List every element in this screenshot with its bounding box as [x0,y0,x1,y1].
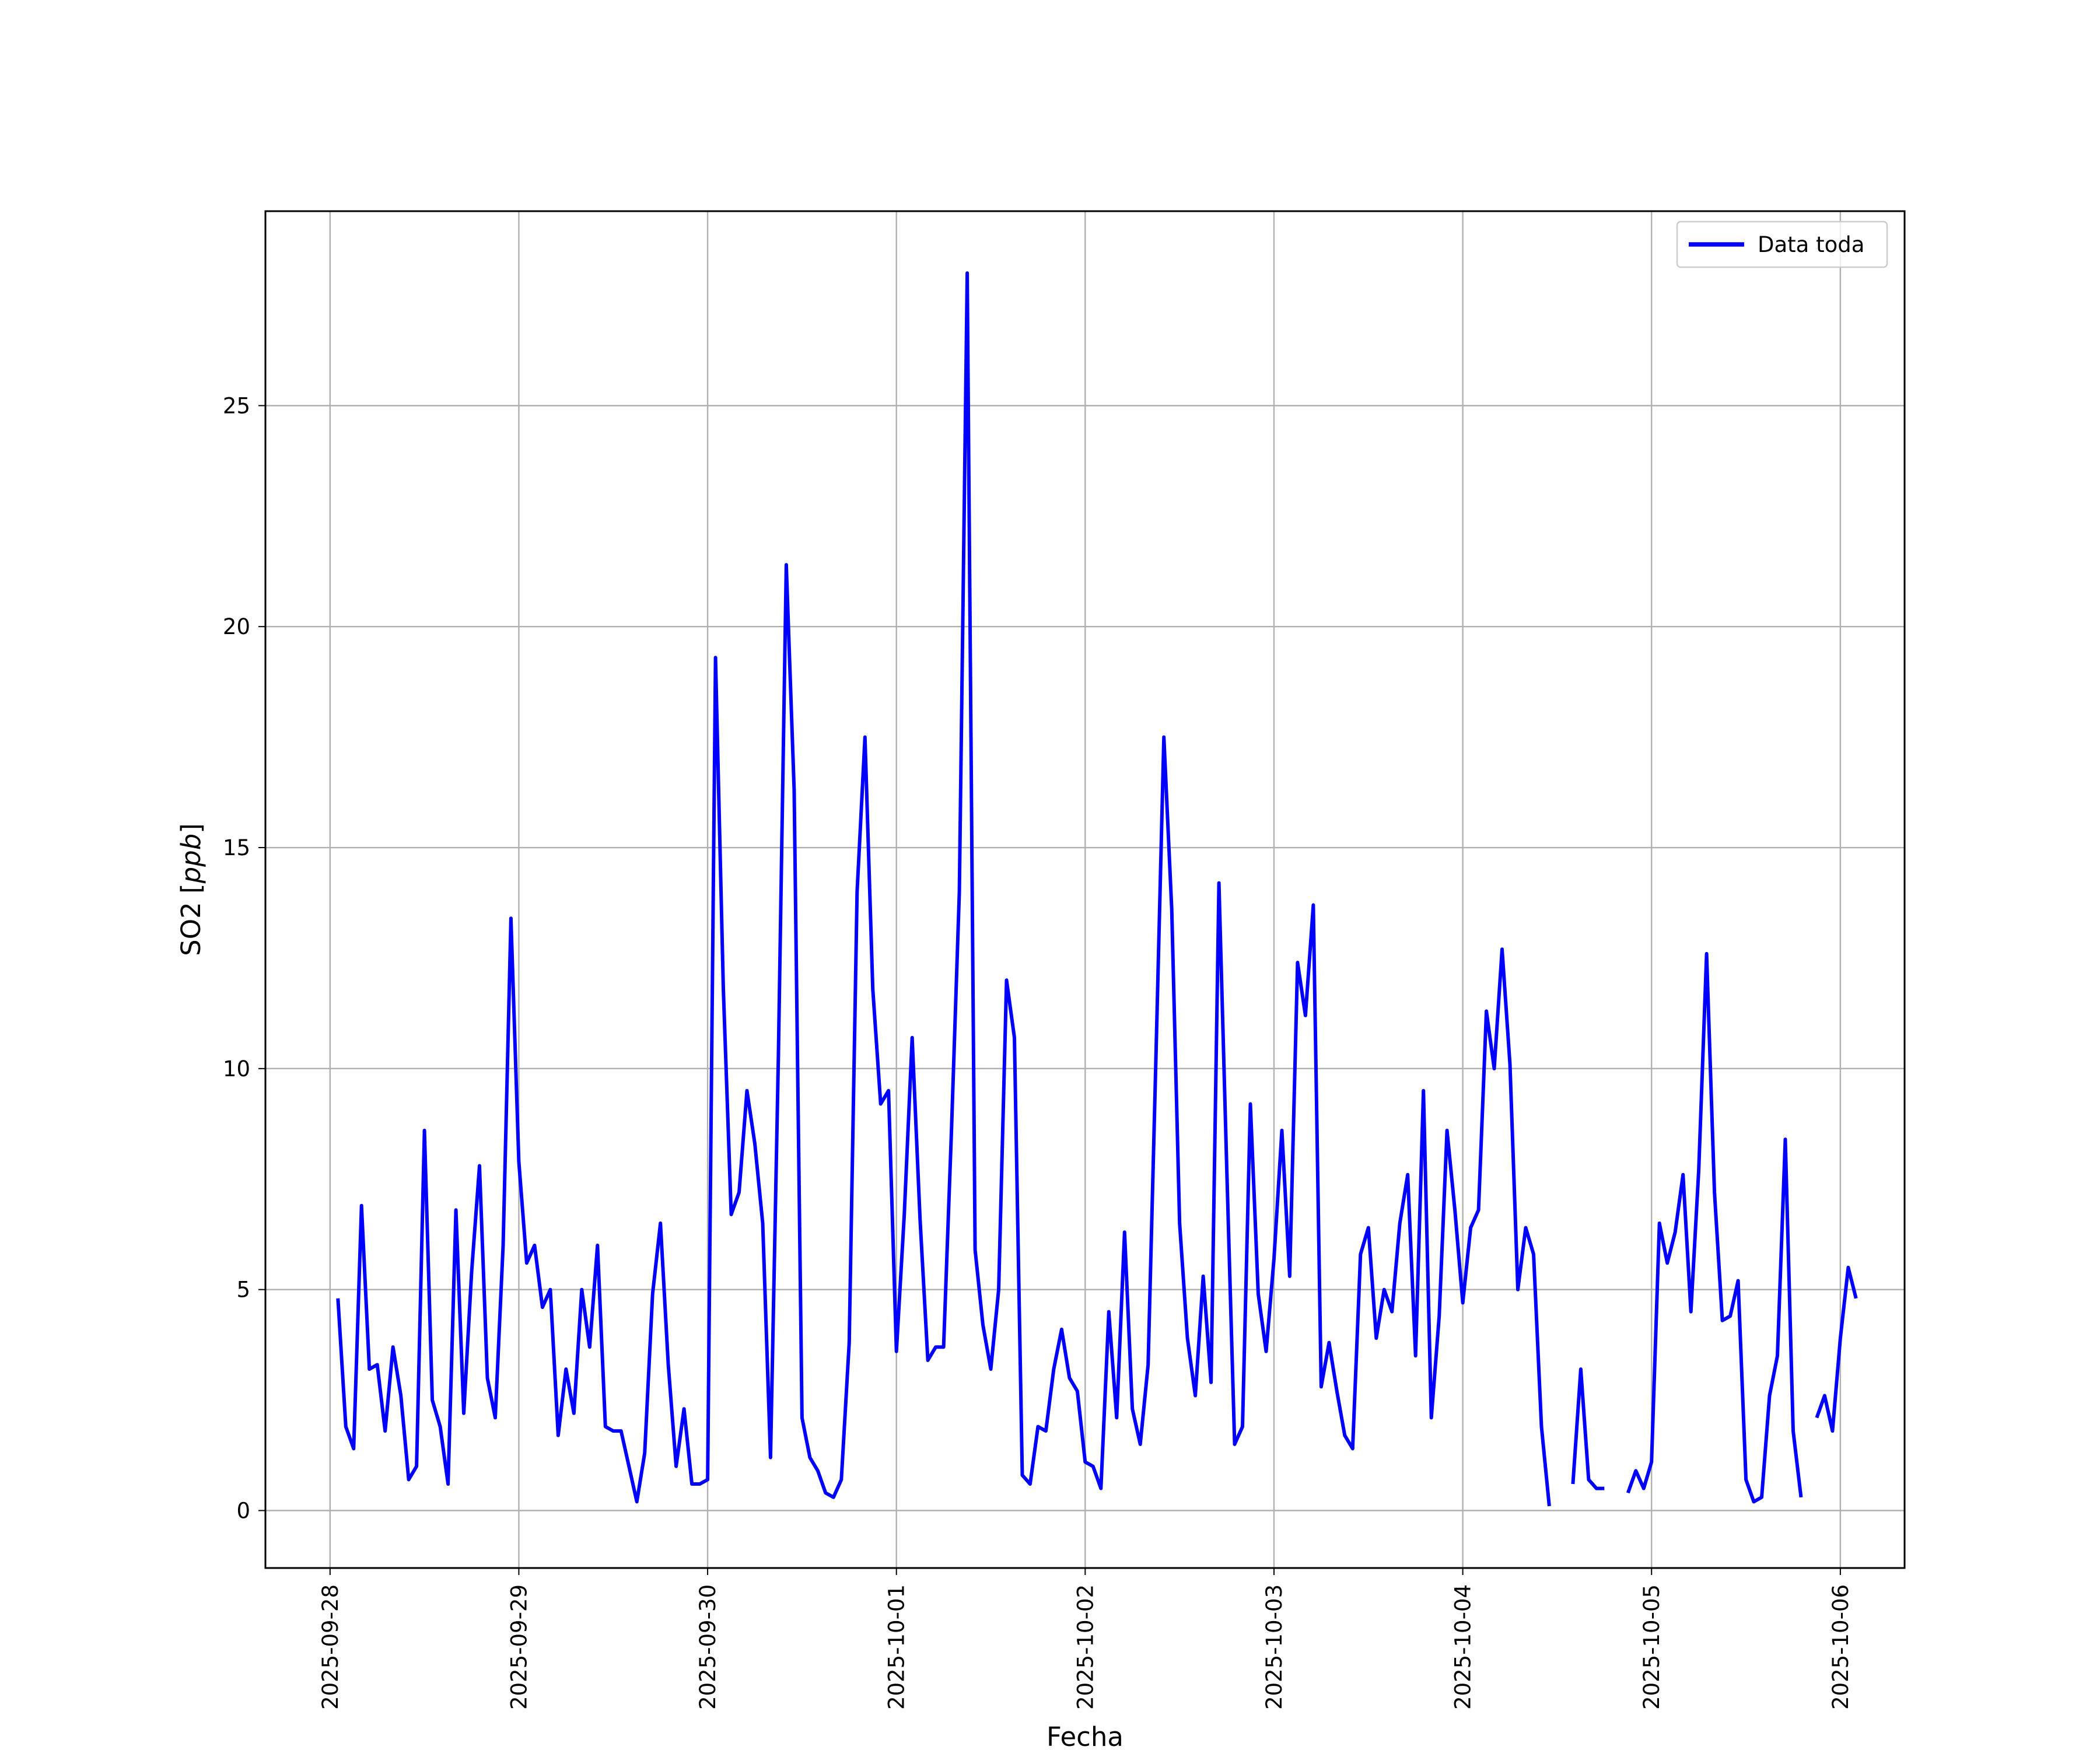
series-layer [336,271,1858,1507]
y-tick-label: 20 [223,614,250,639]
y-axis-title: SO2 [ppb] [176,823,206,956]
y-axis-title-text: SO2 [ [176,883,206,956]
x-tick-label: 2025-10-03 [1262,1584,1287,1710]
x-tick-label: 2025-10-01 [884,1584,909,1710]
y-tick-label: 5 [236,1278,250,1303]
legend-box [1676,220,1888,268]
y-tick-label: 10 [223,1056,250,1082]
x-tick-label: 2025-10-02 [1073,1584,1098,1710]
x-axis-title: Fecha [1046,1721,1124,1750]
y-tick-label: 25 [223,393,250,418]
x-axis-ticks: 2025-09-28 2025-09-29 2025-09-30 2025-10-01… [318,1568,1853,1710]
x-tick-label: 2025-09-28 [318,1584,343,1710]
y-tick-label: 0 [236,1499,250,1524]
x-tick-label: 2025-10-05 [1639,1584,1664,1710]
x-tick-label: 2025-10-06 [1828,1584,1853,1710]
series-line-data-toda [336,271,1858,1507]
y-axis-title-close: ] [176,823,206,834]
legend: Data toda [1676,220,1888,268]
x-tick-label: 2025-09-30 [695,1584,720,1710]
y-axis-ticks: 0 5 10 15 20 25 [223,393,265,1524]
grid-lines [265,211,1905,1568]
y-tick-label: 15 [223,835,250,860]
legend-label-data-toda: Data toda [1758,232,1864,257]
y-axis-title-unit: ppb [176,834,206,884]
x-tick-label: 2025-09-29 [506,1584,531,1710]
x-tick-label: 2025-10-04 [1451,1584,1476,1710]
